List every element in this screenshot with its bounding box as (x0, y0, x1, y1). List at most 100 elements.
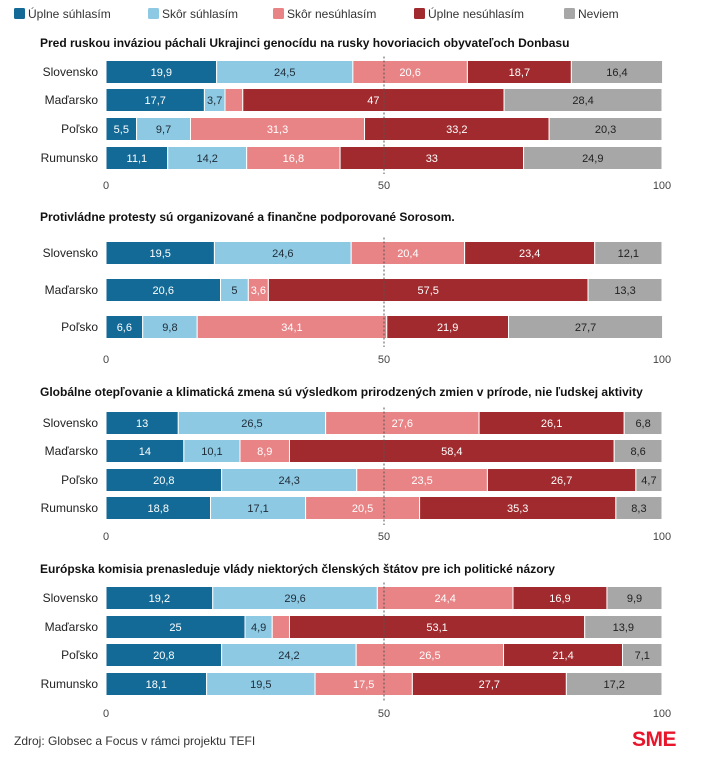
data-label-skor-suhlasim-rumunsko: 14,2 (196, 153, 217, 165)
data-label-uplne-nesuhlasim-rumunsko: 27,7 (479, 679, 500, 691)
data-label-skor-nesuhlasim-polsko: 23,5 (411, 475, 432, 487)
category-label-madarsko: Maďarsko (45, 620, 99, 634)
data-label-neviem-rumunsko: 17,2 (603, 679, 624, 691)
data-label-uplne-suhlasim-slovensko: 13 (136, 418, 148, 430)
data-label-skor-nesuhlasim-slovensko: 20,6 (399, 67, 420, 79)
legend-swatch-uplne-suhlasim (14, 8, 25, 19)
data-label-skor-suhlasim-madarsko: 4,9 (251, 622, 266, 634)
x-tick-label-0: 0 (103, 531, 109, 543)
data-label-uplne-nesuhlasim-madarsko: 57,5 (417, 285, 438, 297)
data-label-uplne-suhlasim-slovensko: 19,5 (149, 248, 170, 260)
data-label-neviem-rumunsko: 24,9 (582, 153, 603, 165)
data-label-uplne-nesuhlasim-rumunsko: 33 (426, 153, 438, 165)
category-label-madarsko: Maďarsko (45, 93, 99, 107)
legend: Úplne súhlasím Skôr súhlasím Skôr nesúhlas… (14, 6, 619, 21)
x-tick-label-0: 0 (103, 180, 109, 192)
data-label-skor-suhlasim-slovensko: 24,5 (274, 67, 295, 79)
data-label-neviem-slovensko: 16,4 (606, 67, 627, 79)
bar-segment-skor-nesuhlasim-madarsko (224, 88, 244, 112)
legend-swatch-neviem (564, 8, 575, 19)
x-tick-label-0: 0 (103, 354, 109, 366)
category-label-rumunsko: Rumunsko (41, 151, 99, 165)
data-label-uplne-nesuhlasim-madarsko: 53,1 (426, 622, 447, 634)
panel-title: Pred ruskou inváziou páchali Ukrajinci g… (40, 36, 569, 50)
data-label-skor-suhlasim-polsko: 9,8 (162, 322, 177, 334)
data-label-skor-nesuhlasim-rumunsko: 17,5 (353, 679, 374, 691)
data-label-uplne-suhlasim-madarsko: 17,7 (144, 95, 165, 107)
bar-segment-neviem-slovensko (594, 241, 663, 265)
data-label-skor-nesuhlasim-polsko: 31,3 (267, 124, 288, 136)
legend-label-neviem: Neviem (578, 7, 619, 21)
data-label-uplne-suhlasim-polsko: 6,6 (117, 322, 132, 334)
x-tick-label-50: 50 (378, 180, 390, 192)
legend-label-uplne-suhlasim: Úplne súhlasím (28, 6, 111, 21)
bar-segment-neviem-slovensko (623, 411, 663, 435)
data-label-uplne-nesuhlasim-rumunsko: 35,3 (507, 503, 528, 515)
x-tick-label-100: 100 (653, 708, 671, 720)
data-label-skor-suhlasim-madarsko: 10,1 (201, 446, 222, 458)
category-label-rumunsko: Rumunsko (41, 677, 99, 691)
data-label-neviem-madarsko: 28,4 (572, 95, 593, 107)
legend-swatch-skor-suhlasim (148, 8, 159, 19)
data-label-uplne-suhlasim-rumunsko: 18,1 (146, 679, 167, 691)
category-label-slovensko: Slovensko (43, 246, 99, 260)
data-label-skor-nesuhlasim-slovensko: 27,6 (392, 418, 413, 430)
data-label-uplne-suhlasim-polsko: 20,8 (153, 650, 174, 662)
panel-title: Európska komisia prenasleduje vlády niek… (40, 562, 555, 576)
bar-segment-neviem-polsko (548, 117, 663, 141)
data-label-skor-nesuhlasim-slovensko: 24,4 (434, 593, 455, 605)
x-tick-label-50: 50 (378, 708, 390, 720)
data-label-uplne-nesuhlasim-slovensko: 18,7 (509, 67, 530, 79)
data-label-neviem-madarsko: 8,6 (630, 446, 645, 458)
data-label-uplne-nesuhlasim-slovensko: 16,9 (549, 593, 570, 605)
data-label-uplne-suhlasim-polsko: 5,5 (114, 124, 129, 136)
data-label-uplne-suhlasim-madarsko: 25 (169, 622, 181, 634)
data-label-skor-nesuhlasim-madarsko: 8,9 (257, 446, 272, 458)
data-label-skor-suhlasim-madarsko: 5 (231, 285, 237, 297)
data-label-skor-nesuhlasim-rumunsko: 20,5 (352, 503, 373, 515)
bar-segment-neviem-rumunsko (523, 146, 663, 170)
data-label-uplne-nesuhlasim-madarsko: 58,4 (441, 446, 462, 458)
data-label-uplne-suhlasim-polsko: 20,8 (153, 475, 174, 487)
data-label-skor-suhlasim-polsko: 24,2 (278, 650, 299, 662)
bar-segment-neviem-rumunsko (615, 496, 663, 520)
data-label-uplne-nesuhlasim-polsko: 33,2 (446, 124, 467, 136)
data-label-neviem-polsko: 20,3 (595, 124, 616, 136)
data-label-neviem-polsko: 7,1 (635, 650, 650, 662)
chart-panels: Pred ruskou inváziou páchali Ukrajinci g… (40, 36, 671, 720)
data-label-skor-nesuhlasim-polsko: 34,1 (281, 322, 302, 334)
bar-segment-neviem-madarsko (613, 439, 663, 463)
data-label-skor-nesuhlasim-rumunsko: 16,8 (283, 153, 304, 165)
data-label-neviem-polsko: 4,7 (641, 475, 656, 487)
bar-segment-neviem-polsko (508, 315, 664, 339)
legend-label-skor-nesuhlasim: Skôr nesúhlasím (287, 7, 376, 21)
data-label-skor-suhlasim-polsko: 9,7 (156, 124, 171, 136)
category-label-polsko: Poľsko (61, 648, 98, 662)
data-label-neviem-slovensko: 12,1 (618, 248, 639, 260)
sme-logo: SME (632, 728, 677, 751)
data-label-skor-nesuhlasim-polsko: 26,5 (419, 650, 440, 662)
data-label-neviem-polsko: 27,7 (575, 322, 596, 334)
data-label-neviem-madarsko: 13,9 (613, 622, 634, 634)
category-label-polsko: Poľsko (61, 320, 98, 334)
data-label-skor-suhlasim-madarsko: 3,7 (207, 95, 222, 107)
data-label-neviem-slovensko: 9,9 (627, 593, 642, 605)
data-label-uplne-suhlasim-rumunsko: 18,8 (148, 503, 169, 515)
chart-panel-3: Globálne otepľovanie a klimatická zmena … (40, 385, 671, 543)
data-label-skor-suhlasim-rumunsko: 19,5 (250, 679, 271, 691)
data-label-skor-nesuhlasim-slovensko: 20,4 (397, 248, 418, 260)
bar-segment-neviem-madarsko (503, 88, 663, 112)
data-label-uplne-nesuhlasim-polsko: 21,4 (552, 650, 573, 662)
data-label-skor-suhlasim-slovensko: 29,6 (284, 593, 305, 605)
data-label-uplne-suhlasim-slovensko: 19,9 (151, 67, 172, 79)
data-label-uplne-suhlasim-rumunsko: 11,1 (127, 153, 148, 165)
data-label-uplne-suhlasim-slovensko: 19,2 (149, 593, 170, 605)
bar-segment-skor-nesuhlasim-madarsko (271, 615, 290, 639)
data-label-skor-suhlasim-slovensko: 24,6 (272, 248, 293, 260)
category-label-slovensko: Slovensko (43, 65, 99, 79)
x-tick-label-50: 50 (378, 354, 390, 366)
data-label-neviem-rumunsko: 8,3 (631, 503, 646, 515)
data-label-uplne-nesuhlasim-polsko: 21,9 (437, 322, 458, 334)
data-label-uplne-nesuhlasim-slovensko: 23,4 (519, 248, 540, 260)
data-label-uplne-nesuhlasim-madarsko: 47 (367, 95, 379, 107)
